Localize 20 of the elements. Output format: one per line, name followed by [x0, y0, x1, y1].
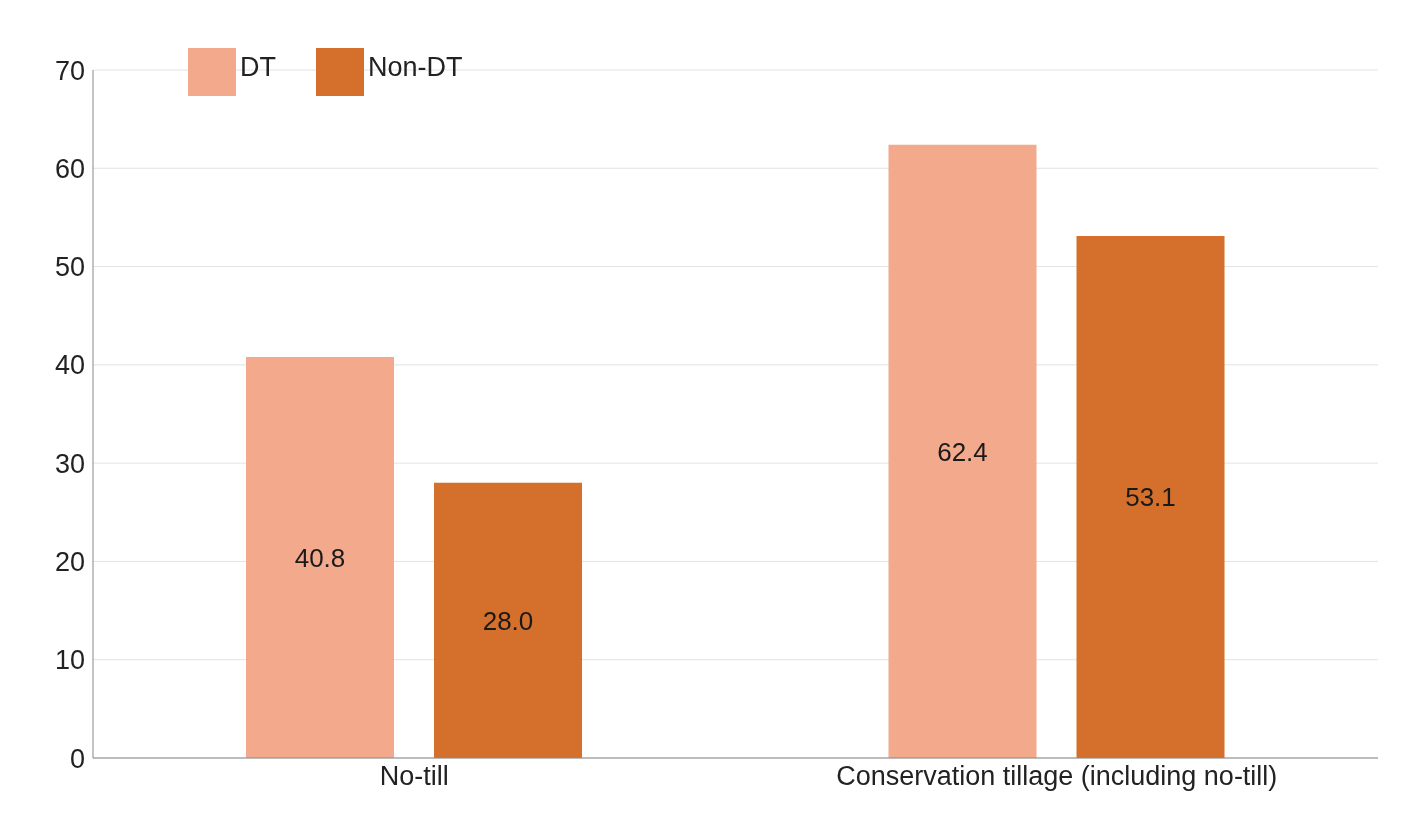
bar	[246, 356, 394, 758]
data-label: 62.4	[937, 436, 988, 467]
data-label: 53.1	[1125, 482, 1176, 513]
bar	[434, 482, 582, 758]
y-tick-label: 70	[54, 55, 85, 86]
y-tick-label: 0	[69, 743, 85, 774]
y-tick-label: 10	[54, 645, 85, 676]
y-tick-label: 40	[54, 350, 85, 381]
y-tick-label: 60	[54, 153, 85, 184]
legend-label: DT	[240, 52, 276, 83]
y-tick-label: 20	[54, 547, 85, 578]
data-label: 40.8	[294, 542, 346, 573]
x-tick-label: Conservation tillage (including no-till)	[836, 761, 1278, 792]
legend-label: Non-DT	[368, 52, 463, 83]
y-tick-label: 30	[54, 448, 85, 479]
bar	[888, 144, 1037, 758]
x-tick-label: No-till	[379, 761, 449, 792]
data-label: 28.0	[482, 605, 534, 636]
y-tick-label: 50	[54, 252, 85, 283]
bar	[1076, 236, 1225, 758]
